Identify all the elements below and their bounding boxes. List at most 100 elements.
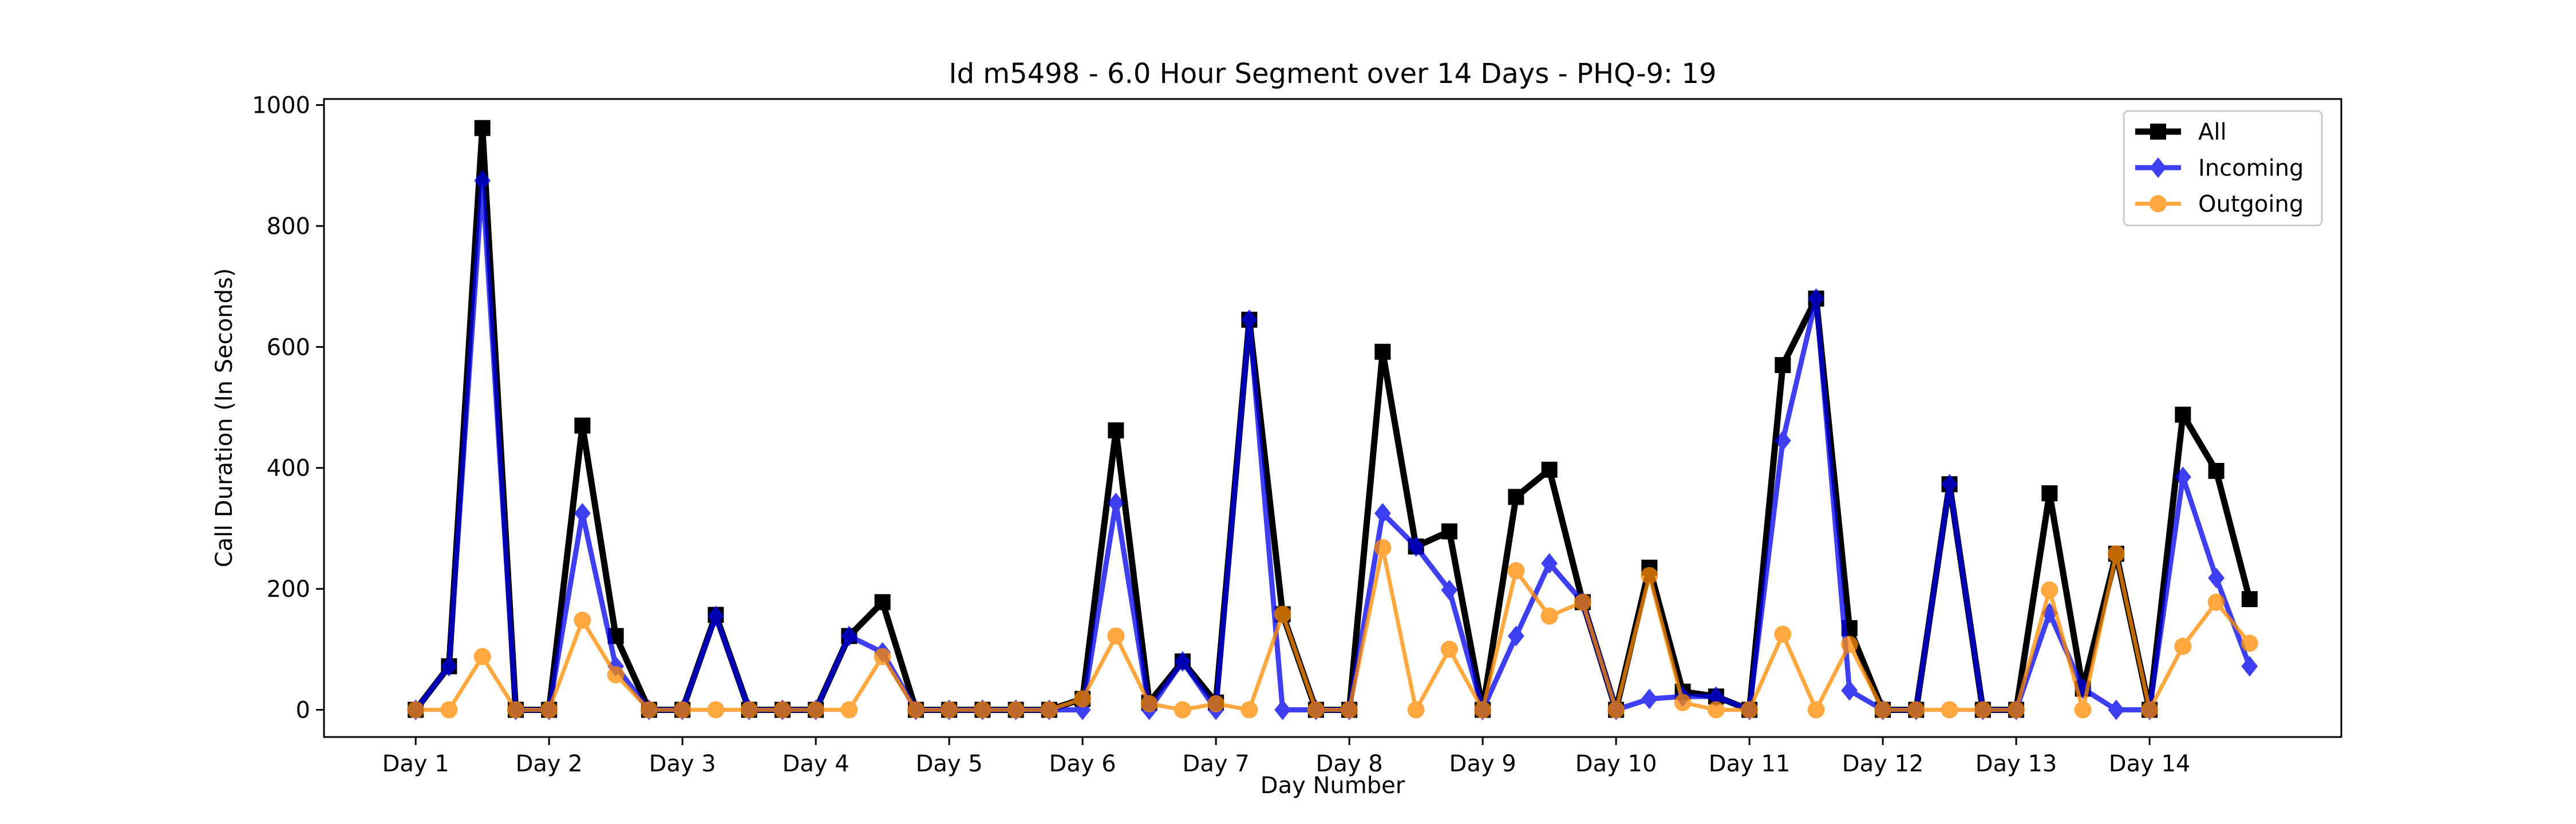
x-tick-label: Day 2 [516, 751, 583, 777]
y-tick-label: 400 [267, 455, 310, 482]
data-point-outgoing [874, 648, 891, 665]
data-point-outgoing [2141, 701, 2159, 719]
data-point-outgoing [2041, 581, 2059, 599]
series-line-all [413, 125, 2253, 713]
data-point-outgoing [1240, 701, 1258, 719]
data-point-outgoing [1540, 607, 1558, 625]
data-point-outgoing [1040, 701, 1058, 719]
legend: All Incoming Outgoing [2123, 110, 2323, 227]
plot-area [407, 120, 2258, 720]
data-point-all [1374, 343, 1391, 360]
data-point-all [574, 417, 591, 434]
legend-marker-outgoing [2150, 195, 2167, 212]
data-point-outgoing [440, 701, 458, 719]
data-point-incoming [574, 502, 591, 524]
data-point-outgoing [540, 701, 558, 719]
data-point-incoming [708, 605, 724, 627]
data-point-outgoing [407, 701, 425, 719]
data-point-outgoing [607, 666, 625, 684]
data-point-incoming [1274, 699, 1291, 720]
x-tick-label: Day 8 [1316, 751, 1383, 777]
data-point-incoming [1441, 580, 1458, 601]
data-point-outgoing [1274, 605, 1291, 623]
data-point-all [874, 594, 891, 611]
legend-marker-incoming [2150, 157, 2167, 178]
data-point-incoming [2108, 699, 2125, 720]
data-point-incoming [1541, 553, 1558, 574]
data-point-outgoing [1840, 636, 1858, 653]
data-point-incoming [1841, 680, 1858, 701]
data-point-outgoing [1907, 701, 1925, 719]
x-tick-label: Day 12 [1842, 751, 1924, 777]
data-point-incoming [1174, 651, 1191, 672]
data-point-outgoing [1574, 593, 1591, 611]
x-tick-label: Day 4 [783, 751, 850, 777]
data-point-outgoing [2008, 701, 2025, 719]
data-point-all [474, 120, 491, 136]
data-point-outgoing [1307, 701, 1325, 719]
data-point-outgoing [473, 648, 491, 665]
data-point-outgoing [1074, 690, 1092, 708]
series-line-incoming [413, 178, 2253, 712]
data-point-outgoing [974, 701, 991, 719]
data-point-outgoing [2074, 701, 2092, 719]
y-tick-label: 1000 [252, 93, 310, 119]
y-axis: 0 200 400 600 800 1000 [252, 93, 324, 723]
data-point-all [1108, 422, 1124, 439]
data-point-incoming [841, 625, 858, 647]
y-tick-label: 800 [267, 213, 310, 240]
data-point-outgoing [1674, 694, 1692, 711]
legend-box [2123, 110, 2323, 227]
data-point-outgoing [1507, 562, 1525, 580]
data-point-incoming [441, 656, 457, 677]
data-point-outgoing [2174, 637, 2192, 655]
data-point-all [1441, 523, 1457, 540]
data-point-incoming [2174, 466, 2191, 488]
data-point-outgoing [807, 701, 825, 719]
data-point-outgoing [1207, 695, 1225, 712]
x-tick-label: Day 14 [2109, 751, 2191, 777]
x-tick-label: Day 13 [1976, 751, 2057, 777]
data-point-outgoing [1007, 701, 1025, 719]
data-point-outgoing [674, 701, 692, 719]
legend-entry-all [2135, 124, 2181, 140]
data-point-incoming [1107, 492, 1124, 513]
data-point-all [2241, 591, 2258, 608]
data-point-outgoing [1607, 701, 1625, 719]
data-point-outgoing [773, 701, 791, 719]
data-point-outgoing [2241, 635, 2258, 652]
data-point-incoming [1774, 430, 1791, 451]
data-point-incoming [1374, 502, 1391, 524]
data-point-outgoing [1440, 640, 1458, 658]
data-point-incoming [2208, 568, 2225, 589]
data-point-outgoing [1341, 701, 1358, 719]
data-point-outgoing [1140, 695, 1158, 712]
series-all [408, 120, 2258, 718]
data-point-outgoing [1641, 566, 1658, 584]
x-tick-label: Day 1 [382, 751, 449, 777]
data-point-all [1508, 489, 1524, 505]
data-point-incoming [1240, 309, 1258, 330]
data-point-outgoing [907, 701, 924, 719]
y-tick-label: 0 [296, 697, 310, 723]
data-point-incoming [1808, 288, 1824, 309]
x-axis: Day 1 Day 2 Day 3 Day 4 Day 5 Day 6 Day 7 Day 8… [382, 737, 2191, 777]
data-point-all [2041, 485, 2058, 502]
data-point-outgoing [1874, 701, 1892, 719]
x-tick-label: Day 5 [916, 751, 983, 777]
data-point-outgoing [1474, 701, 1492, 719]
series-incoming [407, 170, 2258, 720]
data-point-incoming [1941, 474, 1958, 495]
legend-label-outgoing: Outgoing [2198, 191, 2304, 217]
legend-label-incoming: Incoming [2198, 155, 2304, 181]
x-tick-label: Day 7 [1183, 751, 1250, 777]
legend-label-all: All [2198, 119, 2227, 145]
data-point-all [1541, 461, 1558, 478]
y-tick-label: 200 [267, 576, 310, 603]
data-point-incoming [1507, 625, 1524, 647]
data-point-all [2175, 406, 2191, 423]
legend-marker-all [2150, 124, 2166, 140]
data-point-all [2208, 462, 2225, 479]
data-point-outgoing [1407, 701, 1425, 719]
